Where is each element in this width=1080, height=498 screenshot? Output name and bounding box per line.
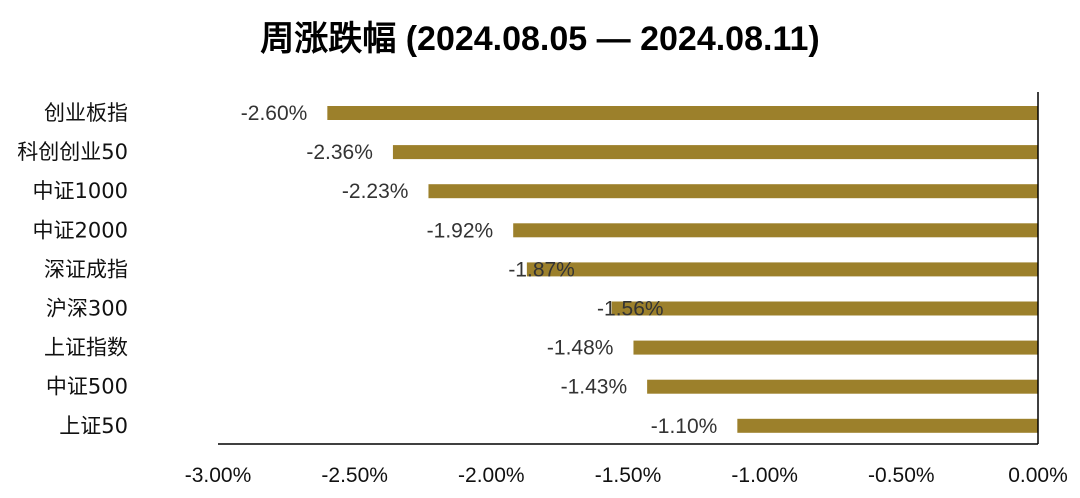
category-label-7: 中证500 (46, 375, 128, 399)
data-label-1: -2.36% (306, 141, 373, 164)
bar-3 (513, 223, 1038, 238)
data-label-4: -1.87% (508, 258, 575, 281)
bars-layer (327, 106, 1038, 433)
x-tick-label-4: -1.00% (731, 464, 798, 487)
category-label-2: 中证1000 (33, 179, 128, 203)
chart-title: 周涨跌幅 (2024.08.05 — 2024.08.11) (260, 20, 819, 58)
category-label-1: 科创创业50 (17, 140, 128, 164)
category-label-8: 上证50 (59, 414, 128, 438)
bar-2 (428, 184, 1038, 199)
bar-4 (526, 262, 1038, 277)
x-tick-label-6: 0.00% (1008, 464, 1068, 487)
data-label-6: -1.48% (547, 337, 614, 360)
bar-6 (633, 340, 1038, 355)
data-label-7: -1.43% (561, 376, 628, 399)
x-tick-label-0: -3.00% (185, 464, 252, 487)
labels-layer: 创业板指 -2.60% 科创创业50 -2.36% 中证1000 -2.23% 中证2000… (17, 101, 717, 438)
data-label-5: -1.56% (597, 298, 664, 321)
data-label-8: -1.10% (651, 415, 718, 438)
category-label-4: 深证成指 (44, 257, 128, 281)
category-label-3: 中证2000 (33, 218, 128, 242)
bar-5 (611, 301, 1038, 316)
x-tick-label-3: -1.50% (595, 464, 662, 487)
x-tick-label-1: -2.50% (321, 464, 388, 487)
axes-layer: -3.00% -2.50% -2.00% -1.50% -1.00% -0.50% 0.00… (185, 92, 1068, 487)
data-label-3: -1.92% (427, 219, 494, 242)
bar-0 (327, 106, 1038, 120)
category-label-0: 创业板指 (44, 101, 128, 125)
data-label-2: -2.23% (342, 180, 409, 203)
bar-8 (737, 418, 1038, 433)
x-tick-label-5: -0.50% (868, 464, 935, 487)
bar-1 (392, 145, 1038, 160)
data-label-0: -2.60% (241, 102, 308, 125)
bar-7 (647, 379, 1038, 394)
x-tick-label-2: -2.00% (458, 464, 525, 487)
category-label-5: 沪深300 (46, 297, 128, 321)
category-label-6: 上证指数 (44, 336, 128, 360)
